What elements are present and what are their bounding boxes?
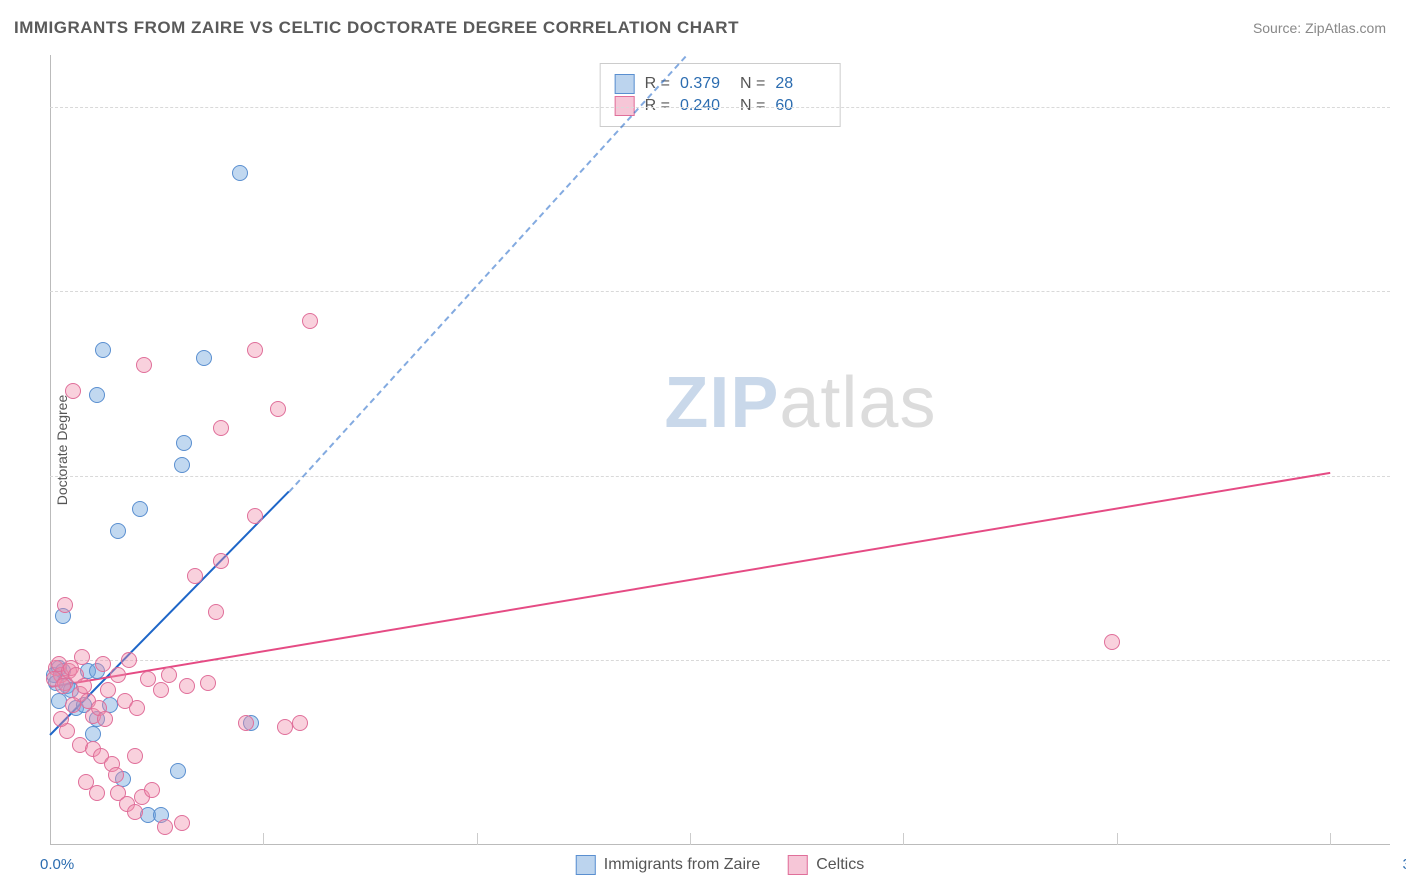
source-attribution: Source: ZipAtlas.com [1253,20,1386,36]
chart-area: Doctorate Degree ZIPatlas R =0.379N =28R… [50,55,1390,845]
scatter-point [213,553,229,569]
scatter-point [89,785,105,801]
scatter-point [51,693,67,709]
gridline-horizontal [50,660,1390,661]
scatter-point [144,782,160,798]
scatter-point [57,597,73,613]
y-axis-line [50,55,51,845]
gridline-vertical [1330,833,1331,845]
scatter-point [127,748,143,764]
legend-label: Celtics [816,856,864,874]
x-origin-label: 0.0% [40,856,74,873]
scatter-point [247,508,263,524]
scatter-point [179,678,195,694]
watermark: ZIPatlas [664,362,936,444]
legend-item: Celtics [788,855,864,875]
scatter-point [121,652,137,668]
scatter-point [127,804,143,820]
gridline-horizontal [50,291,1390,292]
gridline-vertical [263,833,264,845]
stats-legend-row: R =0.379N =28 [615,74,826,94]
scatter-point [302,313,318,329]
gridline-vertical [477,833,478,845]
legend-label: Immigrants from Zaire [604,856,760,874]
gridline-horizontal [50,476,1390,477]
scatter-point [65,383,81,399]
gridline-vertical [690,833,691,845]
legend-item: Immigrants from Zaire [576,855,760,875]
scatter-point [110,523,126,539]
legend-swatch [576,855,596,875]
gridline-horizontal [50,107,1390,108]
chart-title: IMMIGRANTS FROM ZAIRE VS CELTIC DOCTORAT… [14,18,739,38]
trend-line [50,472,1330,688]
scatter-point [1104,634,1120,650]
scatter-point [196,350,212,366]
scatter-point [95,656,111,672]
scatter-point [238,715,254,731]
scatter-point [270,401,286,417]
scatter-point [65,697,81,713]
scatter-point [95,342,111,358]
scatter-point [74,649,90,665]
gridline-vertical [1117,833,1118,845]
scatter-point [292,715,308,731]
legend-swatch [788,855,808,875]
scatter-point [174,457,190,473]
scatter-point [129,700,145,716]
scatter-point [136,357,152,373]
trend-line [288,55,686,492]
scatter-point [89,387,105,403]
scatter-point [132,501,148,517]
scatter-point [76,678,92,694]
series-legend: Immigrants from Zaire Celtics [576,855,864,875]
source-link[interactable]: ZipAtlas.com [1305,20,1386,36]
scatter-point [187,568,203,584]
scatter-point [153,682,169,698]
scatter-point [161,667,177,683]
n-value: 28 [775,75,825,93]
source-label: Source: [1253,20,1301,36]
scatter-point [100,682,116,698]
scatter-point [85,726,101,742]
gridline-vertical [903,833,904,845]
scatter-point [277,719,293,735]
scatter-point [174,815,190,831]
stats-legend: R =0.379N =28R =0.240N =60 [600,63,841,127]
scatter-point [176,435,192,451]
x-axis-line [50,844,1390,845]
scatter-point [200,675,216,691]
scatter-point [247,342,263,358]
r-value: 0.379 [680,75,730,93]
scatter-point [213,420,229,436]
scatter-point [232,165,248,181]
scatter-point [208,604,224,620]
scatter-point [55,678,71,694]
plot-region: ZIPatlas R =0.379N =28R =0.240N =60 0.0%… [50,55,1390,845]
scatter-point [170,763,186,779]
n-label: N = [740,75,765,93]
scatter-point [53,711,69,727]
legend-swatch [615,74,635,94]
scatter-point [157,819,173,835]
scatter-point [97,711,113,727]
scatter-point [110,667,126,683]
scatter-point [108,767,124,783]
x-max-label: 30.0% [1402,856,1406,873]
